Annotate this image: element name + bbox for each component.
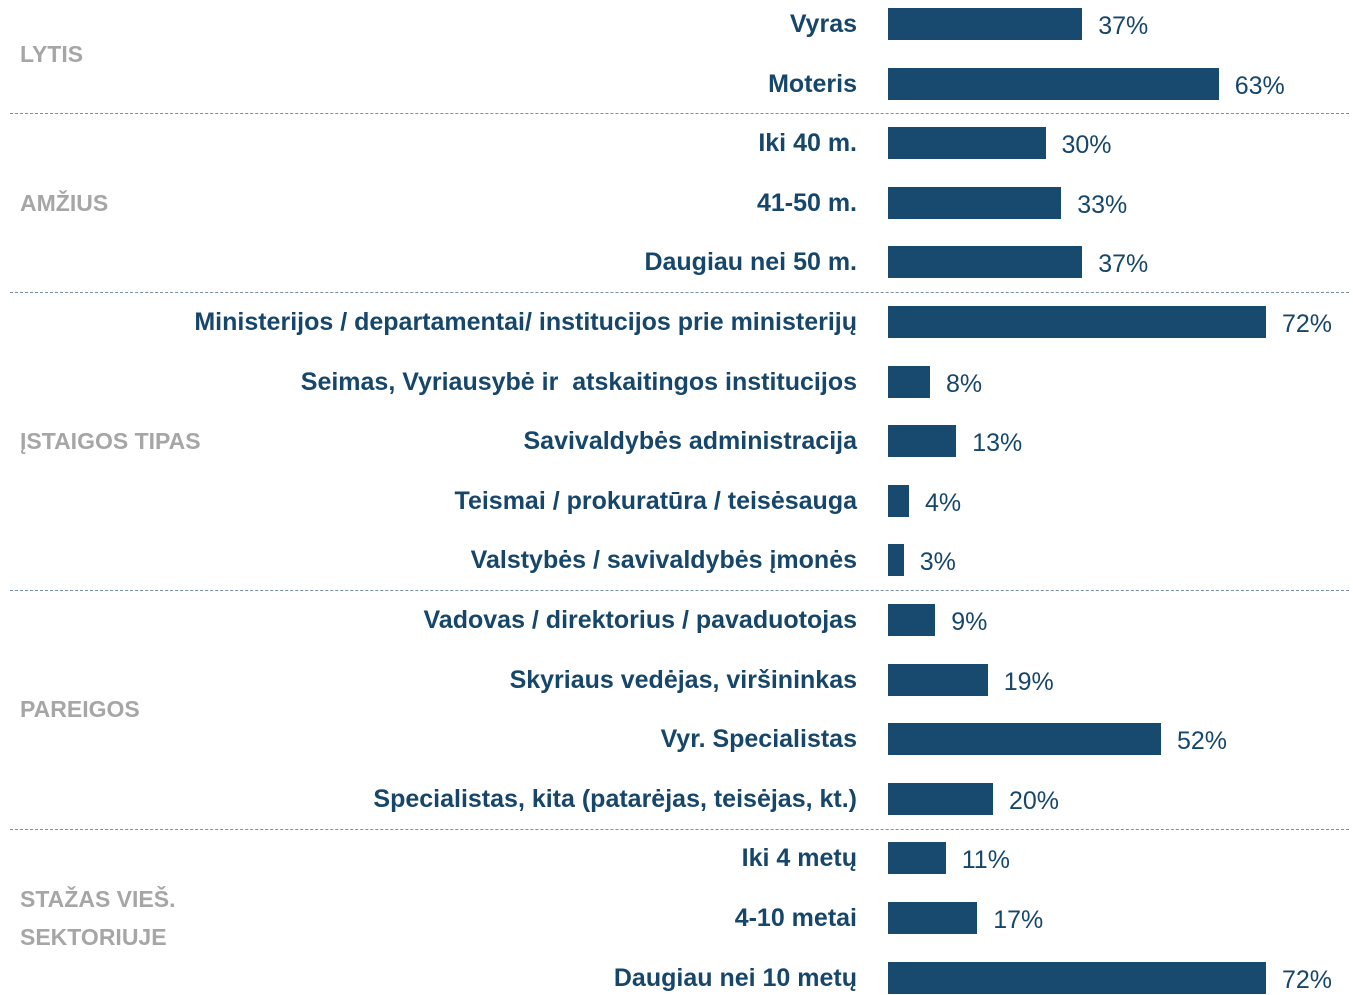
category-label: Teismai / prokuratūra / teisėsauga xyxy=(454,486,857,515)
bar xyxy=(888,902,978,934)
category-label: Specialistas, kita (patarėjas, teisėjas,… xyxy=(373,784,857,813)
group-label: STAŽAS VIEŠ. SEKTORIUJE xyxy=(20,886,176,950)
category-label: Vadovas / direktorius / pavaduotojas xyxy=(423,606,857,634)
value-label: 63% xyxy=(1234,71,1285,100)
group-label: LYTIS xyxy=(20,40,84,67)
group-label: ĮSTAIGOS TIPAS xyxy=(20,428,201,455)
bar xyxy=(888,663,988,696)
category-label: Vyr. Specialistas xyxy=(660,725,857,754)
category-label: Ministerijos / departamentai/ institucij… xyxy=(194,308,857,336)
value-label: 9% xyxy=(951,608,988,636)
category-label: Daugiau nei 50 m. xyxy=(644,248,857,277)
value-label: 8% xyxy=(946,369,983,398)
value-label: 19% xyxy=(1003,667,1054,696)
group-separator xyxy=(10,828,1349,830)
value-label: 37% xyxy=(1098,12,1149,40)
bar xyxy=(888,306,1266,338)
category-label: Iki 40 m. xyxy=(758,129,857,158)
bar xyxy=(888,246,1083,279)
group-separator xyxy=(10,292,1349,294)
category-label: Moteris xyxy=(768,69,857,98)
bar xyxy=(888,842,946,875)
value-label: 4% xyxy=(925,488,962,517)
value-label: 72% xyxy=(1282,965,1333,994)
group-label: PAREIGOS xyxy=(20,696,140,723)
value-label: 13% xyxy=(972,429,1023,458)
value-label: 37% xyxy=(1098,250,1149,279)
value-label: 17% xyxy=(993,906,1044,934)
value-label: 33% xyxy=(1077,190,1128,219)
bar xyxy=(888,127,1046,160)
value-label: 52% xyxy=(1177,727,1228,756)
bar xyxy=(888,484,909,517)
category-label: 41-50 m. xyxy=(756,188,857,217)
bar xyxy=(888,425,957,458)
bar xyxy=(888,782,993,815)
bar xyxy=(888,8,1083,40)
bar xyxy=(888,67,1219,100)
category-label: Iki 4 metų xyxy=(741,844,857,873)
bar xyxy=(888,604,936,636)
value-label: 3% xyxy=(919,548,956,577)
bar xyxy=(888,961,1266,994)
value-label: 72% xyxy=(1282,310,1333,338)
group-separator xyxy=(10,113,1349,115)
category-label: Valstybės / savivaldybės įmonės xyxy=(470,546,857,575)
bar xyxy=(888,186,1062,219)
value-label: 30% xyxy=(1061,131,1112,160)
value-label: 20% xyxy=(1009,786,1060,815)
category-label: Daugiau nei 10 metų xyxy=(613,963,857,992)
bar xyxy=(888,544,904,577)
bar xyxy=(888,365,930,398)
category-label: Seimas, Vyriausybė ir atskaitingos insti… xyxy=(300,367,857,396)
category-label: 4-10 metai xyxy=(734,904,857,932)
group-label: AMŽIUS xyxy=(20,189,109,216)
category-label: Savivaldybės administracija xyxy=(523,427,857,456)
category-label: Skyriaus vedėjas, viršininkas xyxy=(509,665,857,694)
value-label: 11% xyxy=(961,846,1010,875)
bar xyxy=(888,723,1161,756)
category-label: Vyras xyxy=(789,10,857,38)
group-separator xyxy=(10,590,1349,592)
